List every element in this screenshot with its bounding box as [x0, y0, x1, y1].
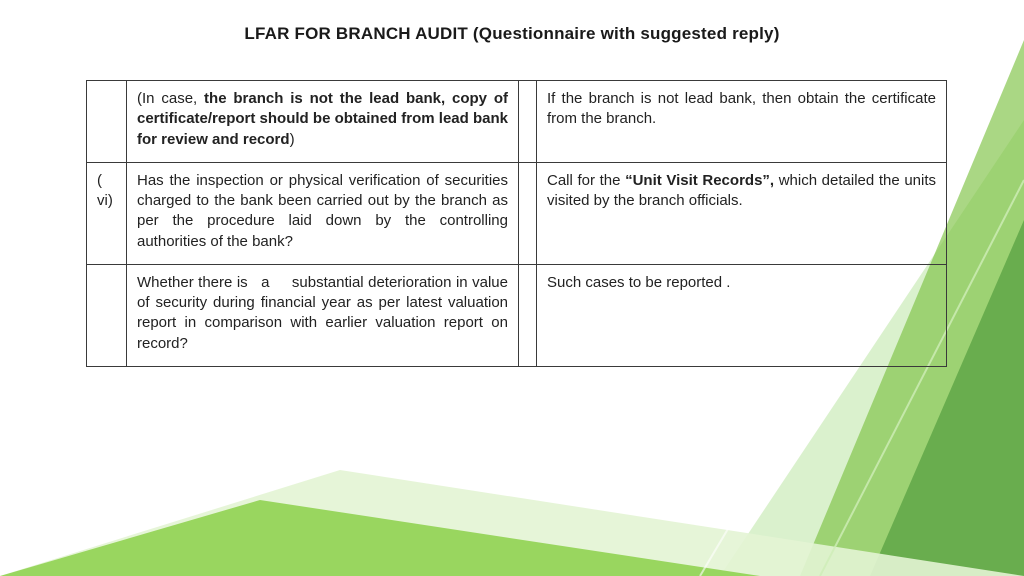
question-cell: Has the inspection or physical verificat…	[127, 162, 519, 264]
answer-cell: Such cases to be reported .	[537, 264, 947, 366]
spacer-cell	[519, 81, 537, 163]
row-number	[87, 81, 127, 163]
answer-cell: Call for the “Unit Visit Records”, which…	[537, 162, 947, 264]
answer-cell: If the branch is not lead bank, then obt…	[537, 81, 947, 163]
spacer-cell	[519, 162, 537, 264]
table-row: (In case, the branch is not the lead ban…	[87, 81, 947, 163]
page-title: LFAR FOR BRANCH AUDIT (Questionnaire wit…	[0, 24, 1024, 44]
table-row: ( vi) Has the inspection or physical ver…	[87, 162, 947, 264]
spacer-cell	[519, 264, 537, 366]
question-cell: Whether there is a substantial deteriora…	[127, 264, 519, 366]
questionnaire-table-wrap: (In case, the branch is not the lead ban…	[86, 80, 946, 367]
questionnaire-table: (In case, the branch is not the lead ban…	[86, 80, 947, 367]
table-row: Whether there is a substantial deteriora…	[87, 264, 947, 366]
question-cell: (In case, the branch is not the lead ban…	[127, 81, 519, 163]
row-number	[87, 264, 127, 366]
row-number: ( vi)	[87, 162, 127, 264]
